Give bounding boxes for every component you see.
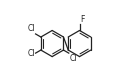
Text: Cl: Cl [69, 54, 77, 63]
Text: F: F [80, 15, 84, 24]
Text: Cl: Cl [27, 49, 35, 58]
Text: Cl: Cl [28, 24, 35, 33]
